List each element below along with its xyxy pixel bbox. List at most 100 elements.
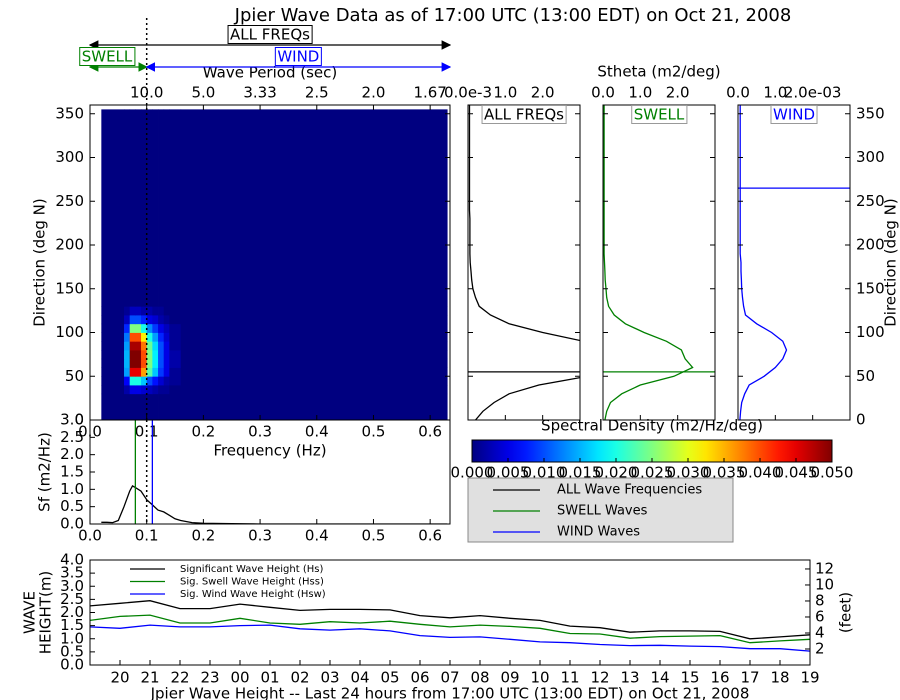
y-axis-label: Direction (deg N) xyxy=(31,198,49,327)
heatmap-cell xyxy=(141,306,148,316)
heatmap-cell xyxy=(169,332,182,342)
heatmap-cell xyxy=(180,350,204,360)
x2-tick-label: 10.0 xyxy=(130,84,163,102)
y-tick-label: 1.5 xyxy=(60,463,84,481)
heatmap-cell xyxy=(158,323,165,333)
heatmap-cell xyxy=(203,341,448,351)
colorbar-tick-label: 0.025 xyxy=(631,464,674,482)
heatmap-cell xyxy=(141,358,148,368)
heatmap-cell xyxy=(129,393,136,420)
colorbar-label: Spectral Density (m2/Hz/deg) xyxy=(541,417,763,435)
y-axis-label: WAVE xyxy=(21,591,39,634)
x-tick-label: 17 xyxy=(740,669,759,687)
heatmap-cell xyxy=(141,323,148,333)
y-tick-label: 150 xyxy=(856,279,885,297)
x-tick-label: 19 xyxy=(800,669,819,687)
x-tick-label: 2.0 xyxy=(531,84,555,102)
legend-label: WIND Waves xyxy=(557,525,640,540)
legend-box xyxy=(467,477,734,543)
direction-spectrum xyxy=(603,105,694,420)
heatmap-cell xyxy=(124,341,131,351)
chart-title: Jpier Wave Height -- Last 24 hours from … xyxy=(150,685,750,700)
heatmap-cell xyxy=(124,315,131,325)
y-tick-label: 150 xyxy=(55,279,84,297)
heatmap-cell xyxy=(152,323,159,333)
heatmap-cell xyxy=(101,323,125,333)
x-tick-label: 0.4 xyxy=(305,423,329,441)
heatmap-cell xyxy=(169,109,182,307)
heatmap-cell xyxy=(146,323,153,333)
heatmap-cell xyxy=(152,350,159,360)
heatmap-cell xyxy=(141,332,148,342)
heatmap-cell xyxy=(101,341,125,351)
heatmap-cell xyxy=(101,367,125,377)
panel-frame xyxy=(467,104,581,421)
panel-label-box xyxy=(631,105,688,124)
colorbar-tick-label: 0.005 xyxy=(487,464,530,482)
x-tick-label: 1.0 xyxy=(493,84,517,102)
heatmap-cell xyxy=(146,358,153,368)
heatmap-cell xyxy=(129,367,136,377)
heatmap-cell xyxy=(203,358,448,368)
heatmap-cell xyxy=(180,367,204,377)
heatmap-cell xyxy=(180,376,204,386)
heatmap-cell xyxy=(158,306,165,316)
band-label-box xyxy=(227,25,313,44)
heatmap-cell xyxy=(203,385,448,395)
x-tick-label: 0.0 xyxy=(78,527,102,545)
heatmap-cell xyxy=(169,385,182,395)
panel-label-box xyxy=(481,105,567,124)
heatmap-cell xyxy=(124,393,131,420)
x-tick-label: 01 xyxy=(260,669,279,687)
heatmap-cell xyxy=(124,306,131,316)
heatmap-cell xyxy=(203,323,448,333)
y-axis-label: HEIGHT(m) xyxy=(37,571,55,655)
x-tick-label: 05 xyxy=(380,669,399,687)
y-tick-label: 0 xyxy=(74,411,84,429)
heatmap-cell xyxy=(163,367,170,377)
colorbar-tick-label: 0.010 xyxy=(523,464,566,482)
legend-label: Sig. Swell Wave Height (Hss) xyxy=(180,577,324,588)
heatmap-cell xyxy=(135,350,142,360)
heatmap-cell xyxy=(146,393,153,420)
heatmap-cell xyxy=(152,332,159,342)
x-tick-label: 0.6 xyxy=(418,527,442,545)
heatmap-cell xyxy=(124,376,131,386)
heatmap-cell xyxy=(152,367,159,377)
heatmap-cell xyxy=(146,376,153,386)
y2-axis-label: (feet) xyxy=(837,592,855,633)
heatmap-cell xyxy=(101,385,125,395)
heatmap-cell xyxy=(129,323,136,333)
heatmap-cell xyxy=(124,332,131,342)
x-tick-label: 07 xyxy=(440,669,459,687)
heatmap-cell xyxy=(169,376,182,386)
y-tick-label: 3.0 xyxy=(60,577,84,595)
heatmap-cell xyxy=(180,358,204,368)
x-tick-label: 00 xyxy=(230,669,249,687)
heatmap-cell xyxy=(141,376,148,386)
heatmap-cell xyxy=(203,350,448,360)
heatmap-cell xyxy=(141,315,148,325)
heatmap-cell xyxy=(124,385,131,395)
heatmap-cell xyxy=(101,393,125,420)
x-tick-label: 02 xyxy=(290,669,309,687)
heatmap-cell xyxy=(163,350,170,360)
band-label-box xyxy=(274,47,322,66)
heatmap-cell xyxy=(101,350,125,360)
y-tick-label: 350 xyxy=(55,104,84,122)
heatmap-cell xyxy=(152,315,159,325)
colorbar-tick-label: 0.020 xyxy=(595,464,638,482)
colorbar-tick-label: 0.035 xyxy=(703,464,746,482)
heatmap-cell xyxy=(141,385,148,395)
heatmap-cell xyxy=(169,350,182,360)
colorbar-tick-label: 0.015 xyxy=(559,464,602,482)
heatmap-cell xyxy=(152,393,159,420)
heatmap-cell xyxy=(146,385,153,395)
x2-tick-label: 5.0 xyxy=(191,84,215,102)
colorbar-tick-label: 0.030 xyxy=(667,464,710,482)
heatmap-cell xyxy=(152,376,159,386)
y-axis-label: Direction (deg N) xyxy=(882,198,900,327)
x-tick-label: 14 xyxy=(650,669,669,687)
heatmap-cell xyxy=(163,332,170,342)
